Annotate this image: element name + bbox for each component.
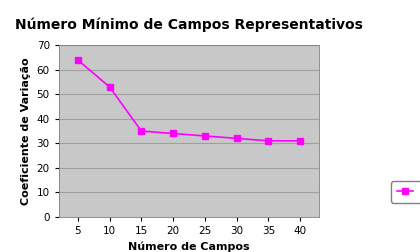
CVs — [107, 85, 112, 88]
CVs — [298, 139, 303, 142]
Y-axis label: Coeficiente de Variação: Coeficiente de Variação — [21, 57, 31, 205]
CVs — [171, 132, 176, 135]
Line: CVs: CVs — [75, 57, 303, 144]
CVs — [234, 137, 239, 140]
CVs — [202, 134, 207, 137]
Text: Número Mínimo de Campos Representativos: Número Mínimo de Campos Representativos — [15, 18, 363, 32]
CVs — [266, 139, 271, 142]
CVs — [139, 130, 144, 133]
X-axis label: Número de Campos: Número de Campos — [128, 241, 250, 252]
Legend: CVs: CVs — [391, 181, 420, 203]
CVs — [75, 58, 80, 61]
